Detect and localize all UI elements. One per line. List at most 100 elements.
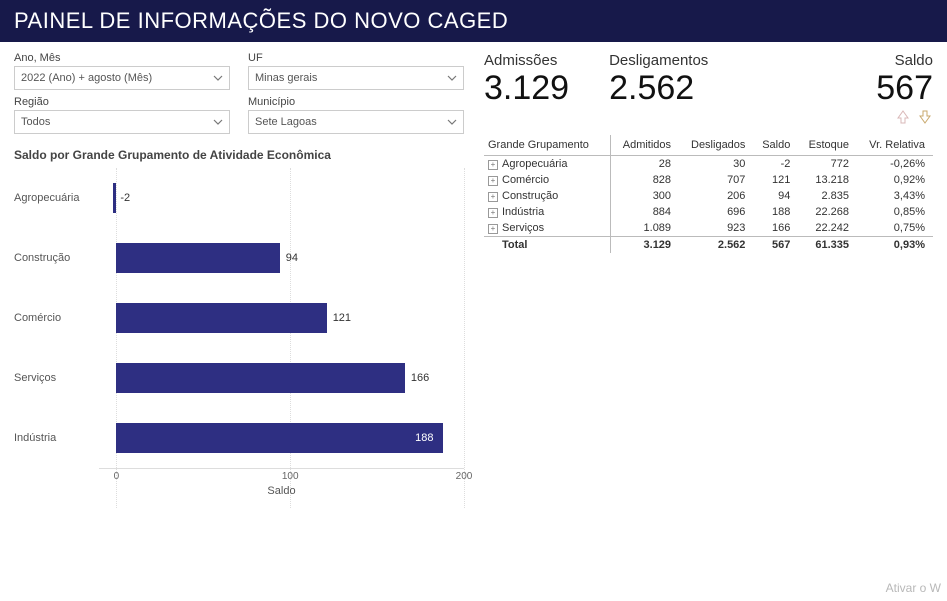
table-row[interactable]: +Comércio82870712113.2180,92%: [484, 172, 933, 188]
saldo-bar-chart: Agropecuária -2 Construção94 Comércio121 Ser…: [14, 168, 464, 538]
table-cell: 0,85%: [857, 204, 933, 220]
table-cell: 22.268: [798, 204, 857, 220]
bar-area: 121: [99, 301, 464, 335]
expand-icon[interactable]: +: [488, 208, 498, 218]
chart-x-axis: 0100200Saldo: [99, 468, 464, 498]
kpi-label: Admissões: [484, 52, 569, 69]
table-row[interactable]: +Serviços1.08992316622.2420,75%: [484, 220, 933, 237]
axis-tick: 0: [114, 471, 120, 482]
table-column-header[interactable]: Saldo: [753, 135, 798, 156]
bar: [116, 243, 279, 273]
filter-uf: UF Minas gerais: [248, 52, 464, 90]
table-column-header[interactable]: Desligados: [679, 135, 753, 156]
table-cell: 188: [753, 204, 798, 220]
arrow-down-icon: [917, 109, 933, 125]
table-cell: 3.129: [611, 237, 679, 254]
table-cell: +Comércio: [484, 172, 611, 188]
table-cell: 772: [798, 156, 857, 173]
select-value: Sete Lagoas: [255, 116, 317, 128]
table-cell: +Agropecuária: [484, 156, 611, 173]
table-cell: 0,93%: [857, 237, 933, 254]
table-column-header[interactable]: Vr. Relativa: [857, 135, 933, 156]
kpi-label: Saldo: [876, 52, 933, 69]
kpi-label: Desligamentos: [609, 52, 708, 69]
grupamento-table: Grande GrupamentoAdmitidosDesligadosSald…: [484, 135, 933, 253]
table-column-header[interactable]: Admitidos: [611, 135, 679, 156]
chevron-down-icon: [447, 73, 457, 83]
filter-label: UF: [248, 52, 464, 64]
select-value: Todos: [21, 116, 50, 128]
table-row[interactable]: +Construção300206942.8353,43%: [484, 188, 933, 204]
table-cell: 121: [753, 172, 798, 188]
kpi-value: 567: [876, 71, 933, 105]
bar-area: 94: [99, 241, 464, 275]
table-row[interactable]: +Agropecuária2830-2772-0,26%: [484, 156, 933, 173]
table-cell: 30: [679, 156, 753, 173]
select-regiao[interactable]: Todos: [14, 110, 230, 134]
table-column-header[interactable]: Estoque: [798, 135, 857, 156]
table-cell: 61.335: [798, 237, 857, 254]
chart-category-label: Comércio: [14, 312, 99, 324]
kpi-admissoes: Admissões 3.129: [484, 52, 569, 105]
bar-area: 166: [99, 361, 464, 395]
axis-tick: 100: [282, 471, 299, 482]
chart-category-label: Construção: [14, 252, 99, 264]
expand-icon[interactable]: +: [488, 192, 498, 202]
table-cell: 1.089: [611, 220, 679, 237]
table-cell: 696: [679, 204, 753, 220]
chart-row: Construção94: [14, 228, 464, 288]
table-cell: 13.218: [798, 172, 857, 188]
chart-category-label: Serviços: [14, 372, 99, 384]
table-cell: 206: [679, 188, 753, 204]
table-column-header[interactable]: Grande Grupamento: [484, 135, 611, 156]
table-cell: 0,92%: [857, 172, 933, 188]
expand-icon[interactable]: +: [488, 224, 498, 234]
table-cell: 94: [753, 188, 798, 204]
table-cell: 22.242: [798, 220, 857, 237]
table-cell: 300: [611, 188, 679, 204]
windows-watermark: Ativar o W: [886, 581, 941, 595]
filters: Ano, Mês 2022 (Ano) + agosto (Mês) UF Mi…: [14, 52, 464, 134]
chart-category-label: Indústria: [14, 432, 99, 444]
content: Ano, Mês 2022 (Ano) + agosto (Mês) UF Mi…: [0, 42, 947, 548]
table-row[interactable]: +Indústria88469618822.2680,85%: [484, 204, 933, 220]
chevron-down-icon: [213, 73, 223, 83]
bar: [116, 303, 326, 333]
filter-label: Município: [248, 96, 464, 108]
bar: [116, 423, 443, 453]
table-cell: +Indústria: [484, 204, 611, 220]
select-value: Minas gerais: [255, 72, 317, 84]
kpi-desligamentos: Desligamentos 2.562: [609, 52, 708, 105]
select-value: 2022 (Ano) + agosto (Mês): [21, 72, 152, 84]
kpi-value: 2.562: [609, 71, 708, 105]
chevron-down-icon: [447, 117, 457, 127]
select-municipio[interactable]: Sete Lagoas: [248, 110, 464, 134]
table-cell: 567: [753, 237, 798, 254]
bar: [116, 363, 405, 393]
bar-value-label: 188: [415, 432, 433, 444]
expand-icon[interactable]: +: [488, 176, 498, 186]
select-ano-mes[interactable]: 2022 (Ano) + agosto (Mês): [14, 66, 230, 90]
table-cell: 0,75%: [857, 220, 933, 237]
table-cell: 828: [611, 172, 679, 188]
kpi-saldo: Saldo 567: [876, 52, 933, 125]
table-cell: 923: [679, 220, 753, 237]
table-cell: 166: [753, 220, 798, 237]
bar-value-label: -2: [120, 192, 130, 204]
page-header: PAINEL DE INFORMAÇÕES DO NOVO CAGED: [0, 0, 947, 42]
chart-category-label: Agropecuária: [14, 192, 99, 204]
table-cell: 884: [611, 204, 679, 220]
filter-ano-mes: Ano, Mês 2022 (Ano) + agosto (Mês): [14, 52, 230, 90]
chart-row: Serviços166: [14, 348, 464, 408]
table-cell: 707: [679, 172, 753, 188]
table-cell: 28: [611, 156, 679, 173]
select-uf[interactable]: Minas gerais: [248, 66, 464, 90]
kpi-value: 3.129: [484, 71, 569, 105]
table-cell: Total: [484, 237, 611, 254]
arrow-up-icon: [895, 109, 911, 125]
table-cell: -2: [753, 156, 798, 173]
saldo-arrows: [876, 109, 933, 125]
chevron-down-icon: [213, 117, 223, 127]
expand-icon[interactable]: +: [488, 160, 498, 170]
right-panel: Admissões 3.129 Desligamentos 2.562 Sald…: [484, 52, 933, 538]
